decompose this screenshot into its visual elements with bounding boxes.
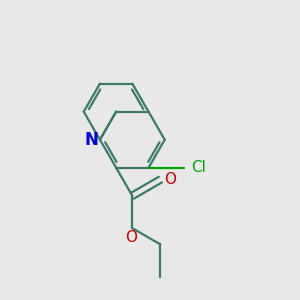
Text: O: O: [125, 230, 137, 245]
Text: N: N: [85, 131, 99, 149]
Text: Cl: Cl: [191, 160, 206, 175]
Text: O: O: [164, 172, 176, 187]
